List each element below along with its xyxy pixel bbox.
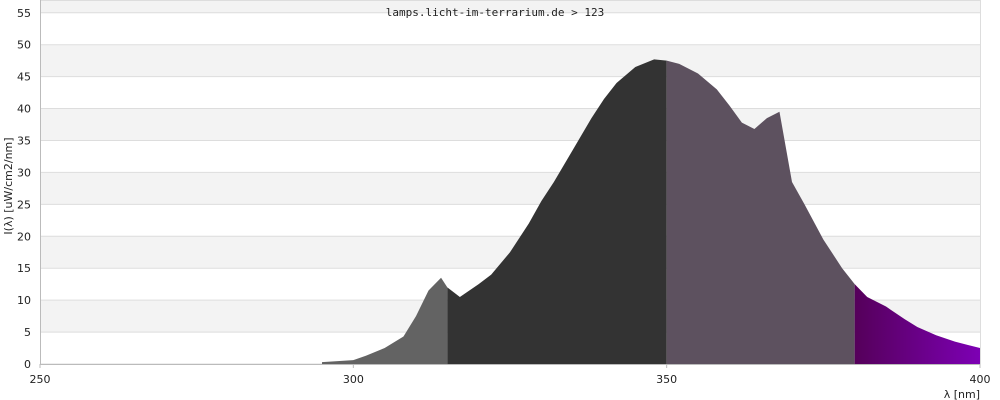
grid-band: [40, 12, 980, 45]
grid-band: [40, 140, 980, 173]
chart-caption: lamps.licht-im-terrarium.de > 123: [386, 6, 605, 19]
y-tick-label: 45: [17, 71, 31, 84]
spectrum-uva1-area: [666, 60, 855, 364]
x-tick-label: 350: [656, 373, 677, 386]
y-tick-label: 50: [17, 39, 31, 52]
x-tick-label: 250: [30, 373, 51, 386]
spectrum-areas: [322, 59, 980, 364]
grid-band: [40, 108, 980, 141]
x-axis-title: λ [nm]: [944, 388, 980, 400]
x-tick-label: 300: [343, 373, 364, 386]
y-tick-label: 5: [24, 326, 31, 339]
y-tick-label: 25: [17, 198, 31, 211]
grid-band: [40, 172, 980, 205]
grid-band: [40, 76, 980, 109]
axes: [40, 0, 981, 365]
y-tick-label: 30: [17, 166, 31, 179]
y-tick-labels: 0 5 10 15 20 25 30 35 40 45 50 55: [17, 7, 31, 371]
spectrum-uvb-area: [322, 277, 448, 364]
y-tick-label: 40: [17, 103, 31, 116]
y-tick-label: 15: [17, 262, 31, 275]
grid-band: [40, 44, 980, 77]
y-tick-label: 0: [24, 358, 31, 371]
x-tick-label: 400: [970, 373, 991, 386]
y-axis-title: I(λ) [uW/cm2/nm]: [2, 137, 15, 234]
y-tick-label: 35: [17, 134, 31, 147]
x-tick-labels: 250 300 350 400: [30, 364, 991, 386]
y-tick-label: 20: [17, 230, 31, 243]
grid-band: [40, 0, 980, 13]
spectrum-violet-area: [854, 284, 980, 364]
y-tick-label: 10: [17, 294, 31, 307]
spectrum-uva2-area: [447, 59, 667, 364]
grid-band: [40, 204, 980, 237]
y-tick-label: 55: [17, 7, 31, 20]
